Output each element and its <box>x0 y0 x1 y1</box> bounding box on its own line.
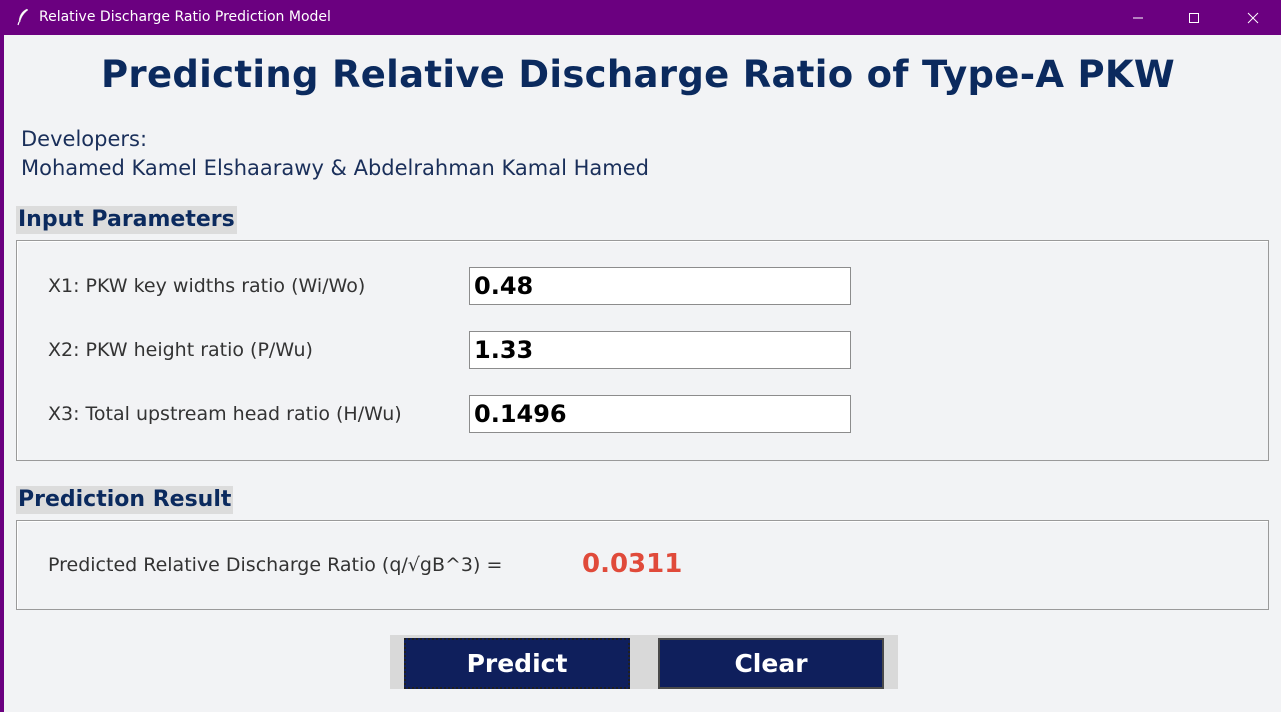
window-title: Relative Discharge Ratio Prediction Mode… <box>39 9 331 25</box>
prediction-result-frame: Predicted Relative Discharge Ratio (q/√g… <box>16 520 1269 610</box>
page-title: Predicting Relative Discharge Ratio of T… <box>101 53 1175 96</box>
x1-label: X1: PKW key widths ratio (Wi/Wo) <box>48 275 366 297</box>
result-value: 0.0311 <box>582 549 683 579</box>
minimize-button[interactable] <box>1115 0 1161 35</box>
maximize-icon <box>1189 12 1199 23</box>
developers-label: Developers: <box>21 127 148 151</box>
x1-input[interactable] <box>469 267 851 305</box>
minimize-icon <box>1133 17 1143 18</box>
x3-label: X3: Total upstream head ratio (H/Wu) <box>48 403 402 425</box>
close-button[interactable] <box>1230 0 1276 35</box>
title-bar[interactable]: Relative Discharge Ratio Prediction Mode… <box>2 0 1281 35</box>
input-parameters-header: Input Parameters <box>16 206 237 234</box>
prediction-result-header: Prediction Result <box>16 486 234 514</box>
button-bar: Predict Clear <box>390 635 898 689</box>
maximize-button[interactable] <box>1171 0 1217 35</box>
x2-input[interactable] <box>469 331 851 369</box>
feather-icon <box>16 8 30 26</box>
main-content: Predicting Relative Discharge Ratio of T… <box>4 35 1281 712</box>
input-parameters-frame: X1: PKW key widths ratio (Wi/Wo) X2: PKW… <box>16 240 1269 461</box>
x3-input[interactable] <box>469 395 851 433</box>
predict-button[interactable]: Predict <box>404 638 630 689</box>
result-label: Predicted Relative Discharge Ratio (q/√g… <box>48 554 503 576</box>
clear-button[interactable]: Clear <box>658 638 884 689</box>
developers-names: Mohamed Kamel Elshaarawy & Abdelrahman K… <box>21 156 649 180</box>
close-icon <box>1247 12 1259 23</box>
x2-label: X2: PKW height ratio (P/Wu) <box>48 339 313 361</box>
